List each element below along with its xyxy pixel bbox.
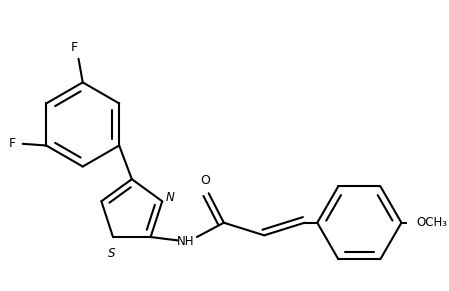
Text: NH: NH: [177, 235, 195, 248]
Text: OCH₃: OCH₃: [417, 216, 448, 229]
Text: N: N: [165, 191, 174, 204]
Text: S: S: [108, 247, 116, 260]
Text: F: F: [9, 137, 16, 150]
Text: O: O: [200, 173, 210, 187]
Text: F: F: [71, 41, 78, 54]
